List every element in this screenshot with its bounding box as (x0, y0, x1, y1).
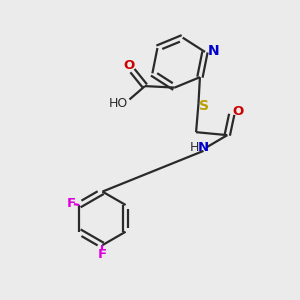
Text: O: O (232, 105, 243, 118)
Text: S: S (200, 99, 209, 113)
Text: H: H (190, 141, 199, 154)
Text: O: O (124, 59, 135, 72)
Text: F: F (66, 197, 76, 210)
Text: F: F (98, 248, 107, 260)
Text: N: N (208, 44, 219, 58)
Text: HO: HO (109, 97, 128, 110)
Text: N: N (197, 141, 208, 154)
